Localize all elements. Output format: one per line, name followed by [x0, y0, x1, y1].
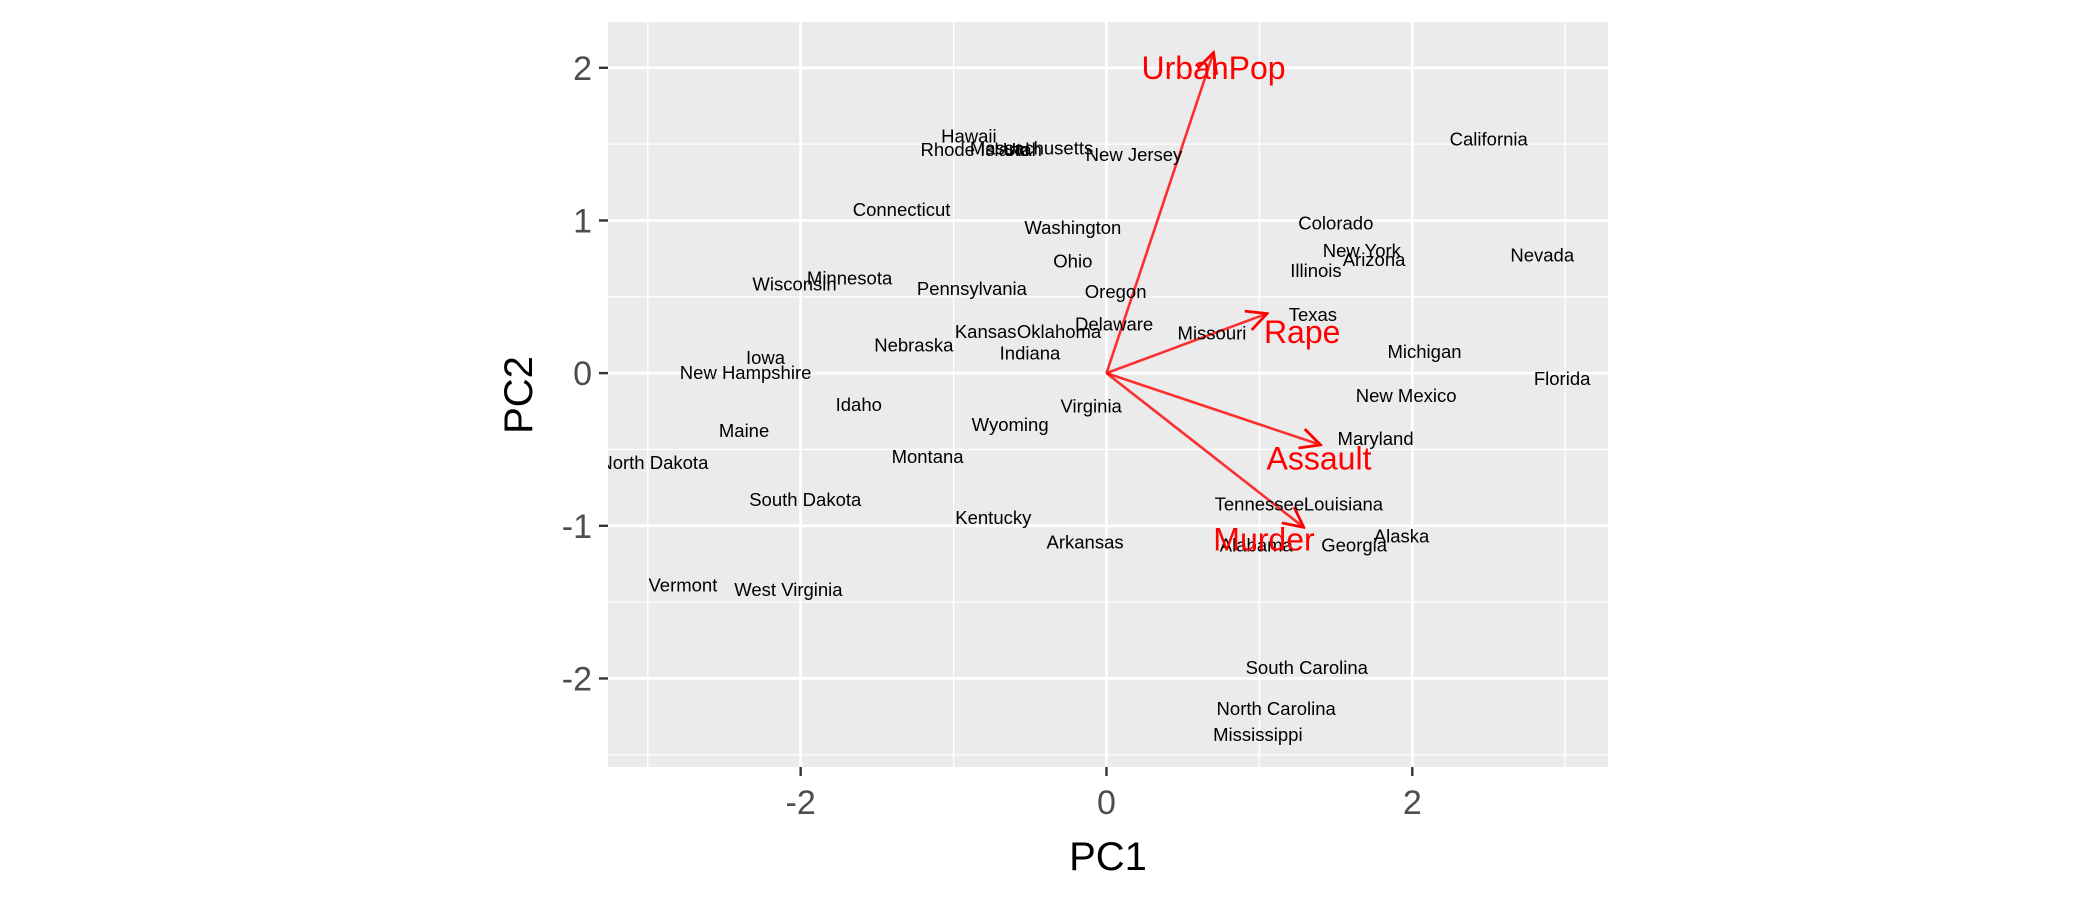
state-label: New Jersey [1086, 144, 1183, 165]
state-label: Massachusetts [970, 138, 1093, 159]
state-label: Vermont [648, 574, 717, 595]
loading-arrow [1105, 372, 1303, 527]
state-label: Montana [892, 446, 965, 467]
state-label: North Dakota [599, 452, 709, 473]
state-label: Wyoming [972, 414, 1049, 435]
loading-label: Rape [1264, 314, 1341, 350]
state-label: Utah [1003, 139, 1042, 160]
state-label: Washington [1024, 217, 1121, 238]
state-label: Delaware [1075, 313, 1153, 334]
state-label: Nebraska [874, 335, 954, 356]
point-labels: Alabama Alaska Arizona Arkansas California Co… [599, 125, 1591, 745]
state-label: Oregon [1085, 281, 1147, 302]
state-label: Pennsylvania [917, 278, 1028, 299]
loading-label: Assault [1267, 441, 1372, 477]
state-label: Louisiana [1304, 493, 1384, 514]
state-label: Virginia [1060, 396, 1122, 417]
x-tick-label: 0 [1097, 784, 1116, 822]
state-label: Michigan [1387, 341, 1461, 362]
state-label: West Virginia [734, 579, 843, 600]
state-label: Arkansas [1047, 532, 1124, 553]
x-axis-title: PC1 [1069, 835, 1147, 879]
state-label: Maryland [1338, 428, 1414, 449]
state-label: North Carolina [1217, 698, 1337, 719]
state-label: South Dakota [749, 489, 862, 510]
state-label: Illinois [1290, 260, 1341, 281]
state-label: Mississippi [1213, 724, 1302, 745]
y-tick-label: 1 [573, 202, 592, 240]
loading-label: UrbanPop [1141, 50, 1285, 86]
state-label: Indiana [1000, 342, 1061, 363]
minor-grid [608, 22, 1608, 767]
state-label: Connecticut [853, 199, 951, 220]
loading-arrows [1105, 53, 1320, 528]
state-label: Florida [1534, 368, 1591, 389]
loading-arrow [1106, 371, 1320, 445]
y-axis-title: PC2 [497, 356, 541, 434]
state-label: Kansas [955, 321, 1017, 342]
state-label: Wisconsin [752, 274, 836, 295]
state-label: Colorado [1298, 213, 1373, 234]
loading-label: Murder [1213, 522, 1315, 558]
loading-arrow [1106, 314, 1267, 375]
loading-labels: UrbanPop Rape Assault Murder [1141, 50, 1371, 558]
state-label: Idaho [836, 394, 882, 415]
y-tick-label: -2 [562, 660, 592, 698]
plot-panel [608, 22, 1608, 767]
state-label: Georgia [1321, 535, 1388, 556]
state-label: Arizona [1343, 249, 1406, 270]
state-label: Oklahoma [1017, 321, 1102, 342]
state-label: Kentucky [955, 507, 1032, 528]
state-label: South Carolina [1246, 657, 1369, 678]
state-label: Texas [1289, 304, 1337, 325]
state-label: Alabama [1220, 535, 1294, 556]
state-label: Missouri [1178, 322, 1247, 343]
state-label: Minnesota [807, 267, 893, 288]
y-tick-label: -1 [562, 508, 592, 546]
state-label: Rhode Island [920, 139, 1029, 160]
state-label: Alaska [1374, 525, 1430, 546]
state-label: New Mexico [1356, 385, 1457, 406]
state-label: Hawaii [941, 125, 997, 146]
axes: -2 0 2 -2 -1 0 1 2 [562, 50, 1422, 822]
x-tick-label: -2 [786, 784, 816, 822]
state-label: Maine [719, 420, 769, 441]
x-tick-label: 2 [1403, 784, 1422, 822]
state-label: Nevada [1510, 245, 1574, 266]
state-label: Tennessee [1215, 493, 1304, 514]
y-tick-label: 0 [573, 355, 592, 393]
state-label: Iowa [746, 347, 786, 368]
state-label: Ohio [1053, 251, 1092, 272]
state-label: California [1450, 129, 1529, 150]
state-label: New Hampshire [680, 362, 812, 383]
loading-arrow [1105, 53, 1213, 374]
y-tick-label: 2 [573, 50, 592, 88]
state-label: New York [1323, 240, 1402, 261]
